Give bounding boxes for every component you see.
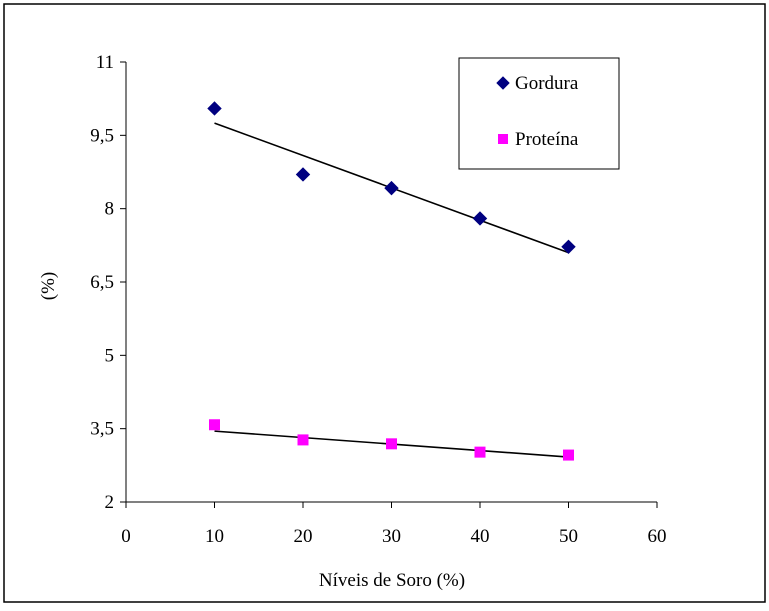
data-point-gordura — [561, 239, 576, 255]
y-tick-label: 3,5 — [90, 419, 114, 440]
x-tick-label: 40 — [471, 526, 490, 547]
data-point-prote-na — [297, 434, 309, 446]
legend-box — [458, 57, 620, 170]
data-point-gordura — [472, 211, 488, 226]
x-tick-label: 10 — [205, 526, 224, 547]
axes: 2 3,5 5 6,5 8 9,5 11 0 10 20 30 40 50 60 — [90, 52, 666, 547]
legend-marker-prote-na — [498, 134, 508, 144]
x-tick-label: 60 — [648, 526, 667, 547]
y-tick-label: 5 — [105, 345, 115, 366]
data-point-gordura — [384, 180, 399, 196]
y-tick-label: 8 — [105, 199, 115, 220]
outer-border — [3, 3, 766, 603]
data-point-prote-na — [474, 446, 486, 458]
legend-label-gordura: Gordura — [515, 73, 579, 94]
x-axis-label: Níveis de Soro (%) — [319, 570, 465, 591]
x-tick-label: 50 — [559, 526, 578, 547]
data-point-gordura — [207, 101, 222, 116]
data-point-gordura — [295, 167, 311, 182]
data-point-prote-na — [386, 438, 397, 450]
legend: Gordura Proteína — [458, 57, 620, 170]
y-axis-label: (%) — [38, 272, 59, 300]
y-tick-label: 11 — [96, 52, 114, 73]
y-tick-label: 6,5 — [90, 272, 114, 293]
x-tick-label: 0 — [121, 526, 131, 547]
data-point-prote-na — [209, 419, 220, 431]
legend-label-prote-na: Proteína — [515, 129, 579, 150]
y-tick-label: 2 — [105, 492, 115, 513]
x-tick-label: 20 — [294, 526, 313, 547]
legend-marker-gordura — [496, 76, 510, 90]
x-tick-label: 30 — [382, 526, 401, 547]
data-points — [207, 101, 576, 461]
y-tick-label: 9,5 — [90, 125, 114, 146]
data-point-prote-na — [563, 449, 574, 461]
